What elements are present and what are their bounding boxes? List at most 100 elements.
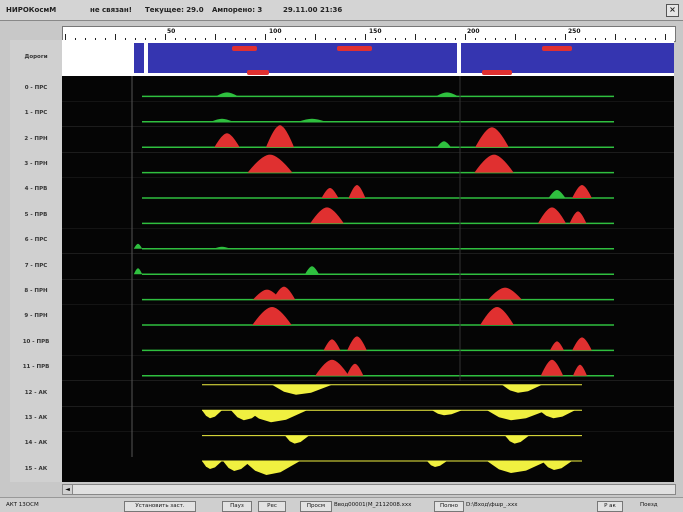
ruler-tick-label: 150 xyxy=(369,28,382,35)
track-label: 2 - ПРН xyxy=(24,135,48,142)
track-bg xyxy=(62,203,674,229)
track-label: 0 - ПРС xyxy=(24,84,48,91)
ruler-tick xyxy=(215,34,216,41)
ak-signal xyxy=(542,461,572,470)
roads-red-segment xyxy=(482,70,512,75)
connection-status: не связан! xyxy=(90,6,132,14)
ruler-tick xyxy=(265,34,266,41)
track-bg xyxy=(62,177,674,203)
ak-signal xyxy=(244,461,300,475)
ruler-tick xyxy=(635,38,636,41)
track-label: 12 - АК xyxy=(24,389,48,396)
horizontal-scrollbar[interactable]: ◄ xyxy=(62,484,676,495)
ruler-tick xyxy=(315,34,316,41)
scroll-left-arrow-icon[interactable]: ◄ xyxy=(63,485,73,494)
ak-signal xyxy=(487,410,547,421)
signal-peak xyxy=(488,287,522,300)
signal-peak xyxy=(346,363,364,376)
ak-signal xyxy=(502,384,542,393)
ruler-tick xyxy=(605,38,606,41)
status-left-text: АКТ 13ОСМ xyxy=(6,502,39,508)
ruler-tick xyxy=(405,38,406,41)
ruler-tick-label: 50 xyxy=(167,28,176,35)
track-label: 5 - ПРВ xyxy=(24,211,48,218)
track-label: 10 - ПРВ xyxy=(22,338,50,345)
ruler-tick xyxy=(575,38,576,41)
ak-signal xyxy=(505,435,529,444)
track-label: 14 - АК xyxy=(24,440,48,447)
signal-peak xyxy=(540,359,564,376)
signal-peak xyxy=(272,286,296,300)
ak-signal xyxy=(202,461,222,469)
signal-peak xyxy=(569,211,587,224)
ruler-tick xyxy=(655,38,656,41)
ruler-tick xyxy=(365,34,366,41)
track-bg xyxy=(62,304,674,330)
ruler-tick xyxy=(435,38,436,41)
ruler-tick xyxy=(305,38,306,41)
mode-button[interactable]: Р ак xyxy=(597,501,623,512)
signal-peak xyxy=(298,118,326,122)
ruler-tick xyxy=(155,38,156,41)
track-bg xyxy=(62,126,674,153)
signal-peak xyxy=(133,268,143,275)
close-button[interactable]: × xyxy=(666,4,679,17)
app-title: НИРОКосмМ xyxy=(6,6,57,14)
signal-peak xyxy=(252,307,292,325)
ruler-tick xyxy=(225,38,226,41)
track-label: 9 - ПРН xyxy=(24,313,48,320)
track-label: 8 - ПРН xyxy=(24,287,48,294)
ruler-tick xyxy=(345,38,346,41)
ruler-tick xyxy=(135,38,136,41)
ruler-tick xyxy=(185,38,186,41)
signal-peak xyxy=(548,190,566,198)
ruler-tick xyxy=(85,38,86,41)
ruler-tick-label: 100 xyxy=(269,28,282,35)
ak-signal xyxy=(202,410,222,419)
set-label-button[interactable]: Установить заст. xyxy=(124,501,196,512)
signal-peak xyxy=(133,243,143,249)
ruler-tick xyxy=(425,38,426,41)
ruler-tick xyxy=(455,38,456,41)
ruler-tick xyxy=(285,38,286,41)
play-button[interactable]: Рес xyxy=(258,501,286,512)
ruler-tick xyxy=(275,38,276,41)
ruler-tick xyxy=(145,38,146,41)
signal-peak xyxy=(550,341,564,351)
copy-button[interactable]: Полно xyxy=(434,501,464,512)
status-bar: АКТ 13ОСМ Установить заст. Пауз Рес Прос… xyxy=(0,497,683,512)
track-bg xyxy=(62,76,674,102)
ruler-tick xyxy=(125,38,126,41)
ruler-tick xyxy=(505,38,506,41)
track-bg xyxy=(62,279,674,305)
ruler-tick-label: 250 xyxy=(568,28,581,35)
stop-button[interactable]: Просм xyxy=(300,501,332,512)
track-label: 11 - ПРВ xyxy=(22,364,50,371)
track-bg xyxy=(62,355,674,381)
ruler-tick xyxy=(295,38,296,41)
roads-marker xyxy=(457,43,461,73)
ruler-tick xyxy=(165,34,166,41)
ruler-tick xyxy=(235,38,236,41)
signal-peak xyxy=(348,185,366,198)
ruler-tick xyxy=(555,38,556,41)
roads-red-segment xyxy=(337,46,372,51)
signal-peak xyxy=(573,364,587,376)
signal-peak xyxy=(213,246,231,249)
track-bg xyxy=(62,330,674,356)
signal-peak xyxy=(247,154,293,173)
ak-signal xyxy=(223,461,251,471)
ruler-tick xyxy=(415,34,416,41)
ruler-tick xyxy=(515,34,516,41)
track-bg xyxy=(62,101,674,127)
track-label: 3 - ПРН xyxy=(24,160,48,167)
track-label: Дороги xyxy=(24,54,48,60)
pause-button[interactable]: Пауз xyxy=(222,501,252,512)
track-label: 7 - ПРС xyxy=(24,262,48,269)
signal-peak xyxy=(214,133,240,148)
track-area xyxy=(62,40,674,482)
ruler-tick xyxy=(375,38,376,41)
ruler-tick xyxy=(475,38,476,41)
ruler-tick xyxy=(565,34,566,41)
signal-peak xyxy=(572,337,592,351)
